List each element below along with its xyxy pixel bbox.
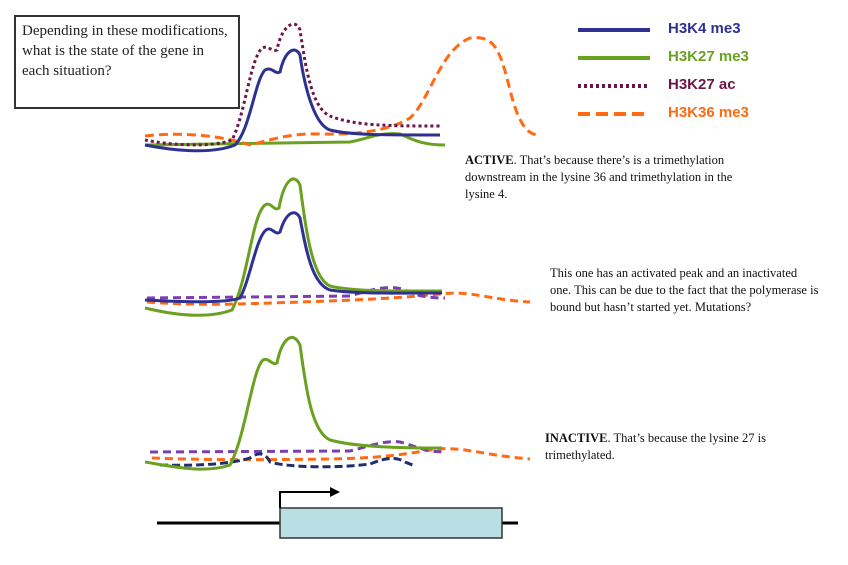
panel1-h3k4me3 xyxy=(144,48,441,153)
panel2-h3k27me3 xyxy=(144,177,443,317)
panel3-h3k27ac xyxy=(149,440,446,454)
panel1-h3k27ac xyxy=(144,22,441,147)
gene-diagram xyxy=(157,487,518,539)
legend-h3k27ac: H3K27 ac xyxy=(668,76,736,93)
panel1-h3k36me3 xyxy=(144,36,541,147)
tss-arrow-icon xyxy=(279,491,332,508)
legend-h3k36me3: H3K36 me3 xyxy=(668,104,749,121)
poised-note: This one has an activated peak and an in… xyxy=(550,266,819,314)
legend-h3k4me3: H3K4 me3 xyxy=(668,20,741,37)
active-note: ACTIVE. That’s because there’s is a trim… xyxy=(465,153,733,201)
panel3-h3k36me3 xyxy=(151,447,531,462)
panel2-h3k36me3 xyxy=(146,291,531,306)
panel3-h3k4me3 xyxy=(159,452,416,469)
panel3-h3k27me3 xyxy=(144,336,443,471)
question-box: Depending in these modifications, what i… xyxy=(14,15,240,109)
inactive-note: INACTIVE. That’s because the lysine 27 i… xyxy=(545,431,766,462)
legend-h3k27me3: H3K27 me3 xyxy=(668,48,749,65)
panel2-h3k4me3 xyxy=(144,211,443,304)
